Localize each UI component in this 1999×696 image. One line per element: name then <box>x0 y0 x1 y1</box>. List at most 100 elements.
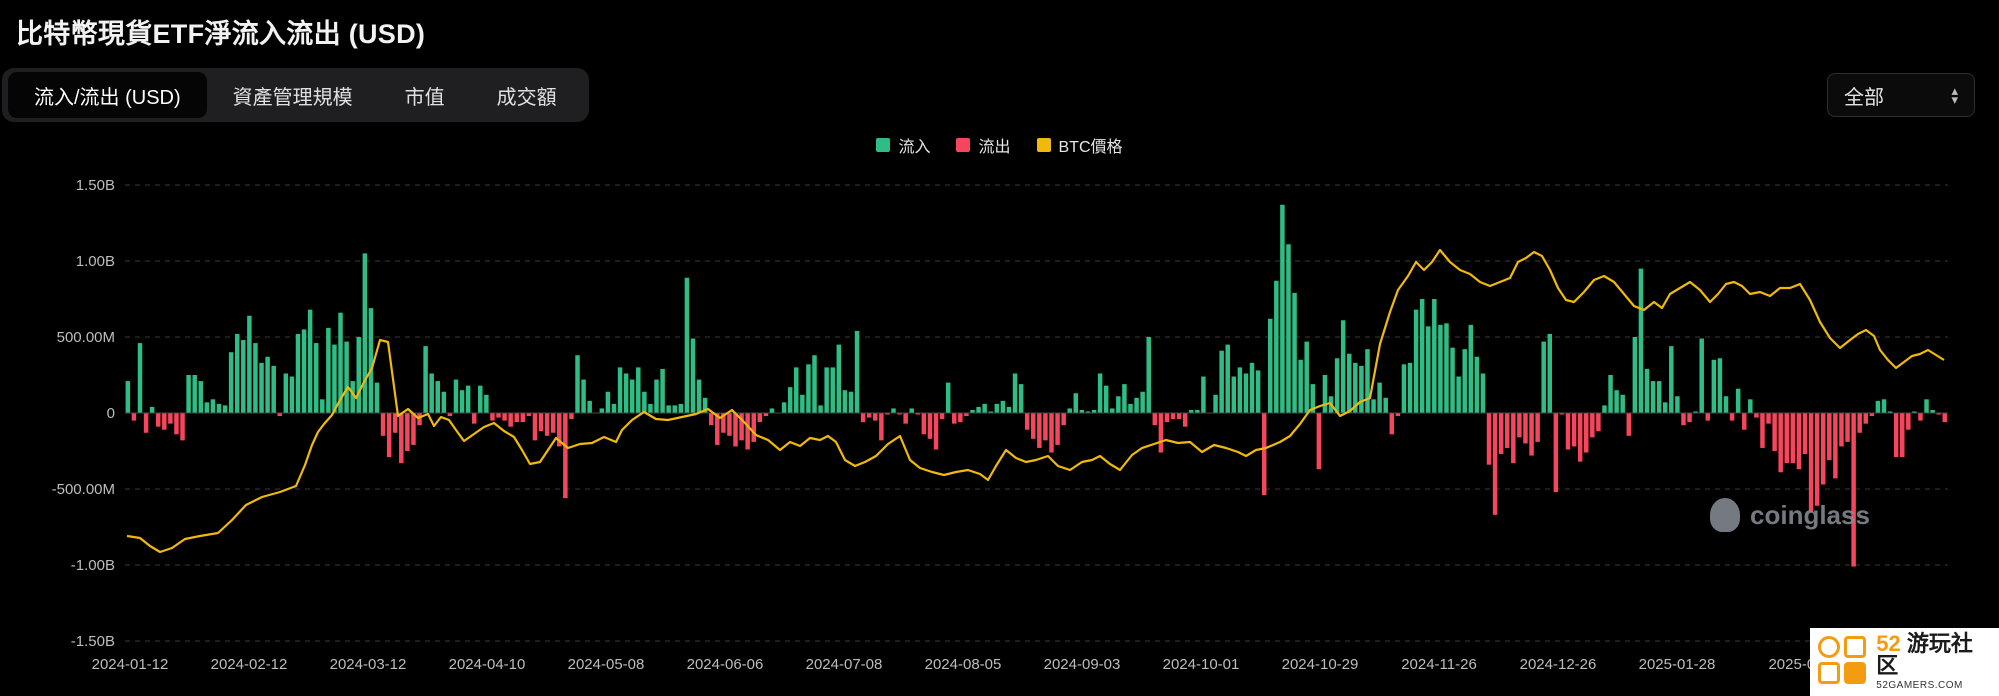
inflow-bar[interactable] <box>1286 244 1291 413</box>
outflow-bar[interactable] <box>1893 413 1899 458</box>
inflow-bar[interactable] <box>1912 411 1917 413</box>
outflow-bar[interactable] <box>1529 413 1534 456</box>
inflow-bar[interactable] <box>678 403 684 413</box>
inflow-bar[interactable] <box>204 402 210 413</box>
inflow-bar[interactable] <box>824 367 829 413</box>
outflow-bar[interactable] <box>1681 413 1686 426</box>
outflow-bar[interactable] <box>1626 413 1632 436</box>
inflow-bar[interactable] <box>1693 411 1698 413</box>
outflow-bar[interactable] <box>1851 413 1856 567</box>
outflow-bar[interactable] <box>745 413 750 450</box>
inflow-bar[interactable] <box>1195 409 1200 413</box>
inflow-bar[interactable] <box>362 253 368 413</box>
outflow-bar[interactable] <box>1857 413 1862 433</box>
inflow-bar[interactable] <box>1097 373 1103 413</box>
inflow-bar[interactable] <box>599 408 605 413</box>
outflow-bar[interactable] <box>885 413 890 415</box>
outflow-bar[interactable] <box>1808 413 1814 512</box>
inflow-bar[interactable] <box>800 394 805 413</box>
outflow-bar[interactable] <box>1827 413 1832 461</box>
outflow-bar[interactable] <box>1596 413 1601 432</box>
inflow-bar[interactable] <box>842 390 848 413</box>
inflow-bar[interactable] <box>368 308 374 413</box>
inflow-bar[interactable] <box>1881 399 1887 413</box>
outflow-bar[interactable] <box>866 413 872 418</box>
inflow-bar[interactable] <box>654 379 659 413</box>
inflow-bar[interactable] <box>1110 408 1115 413</box>
outflow-bar[interactable] <box>1942 413 1947 423</box>
inflow-bar[interactable] <box>836 344 842 413</box>
inflow-bar[interactable] <box>1371 399 1376 413</box>
outflow-bar[interactable] <box>1061 413 1066 426</box>
outflow-bar[interactable] <box>1049 413 1054 453</box>
outflow-bar[interactable] <box>471 413 477 424</box>
outflow-bar[interactable] <box>447 413 453 417</box>
outflow-bar[interactable] <box>490 413 495 421</box>
inflow-bar[interactable] <box>271 365 276 413</box>
inflow-bar[interactable] <box>909 408 914 413</box>
inflow-bar[interactable] <box>1243 373 1249 413</box>
inflow-bar[interactable] <box>1122 384 1127 413</box>
inflow-bar[interactable] <box>1413 309 1419 413</box>
outflow-bar[interactable] <box>1176 413 1182 420</box>
inflow-bar[interactable] <box>313 343 319 413</box>
inflow-bar[interactable] <box>465 385 471 413</box>
inflow-bar[interactable] <box>423 346 428 413</box>
outflow-bar[interactable] <box>1498 413 1504 455</box>
outflow-bar[interactable] <box>964 413 969 417</box>
outflow-bar[interactable] <box>1517 413 1522 438</box>
inflow-bar[interactable] <box>1334 358 1340 413</box>
outflow-bar[interactable] <box>1158 413 1164 453</box>
inflow-bar[interactable] <box>216 403 222 413</box>
outflow-bar[interactable] <box>143 413 149 433</box>
outflow-bar[interactable] <box>1863 413 1869 424</box>
inflow-bar[interactable] <box>1140 391 1145 413</box>
inflow-bar[interactable] <box>848 391 854 413</box>
outflow-bar[interactable] <box>1164 413 1170 423</box>
outflow-bar[interactable] <box>532 413 538 441</box>
inflow-bar[interactable] <box>1541 341 1546 413</box>
outflow-bar[interactable] <box>1389 413 1395 435</box>
inflow-bar[interactable] <box>575 355 580 413</box>
outflow-bar[interactable] <box>1535 413 1540 442</box>
outflow-bar[interactable] <box>757 413 763 423</box>
inflow-bar[interactable] <box>1875 400 1881 413</box>
inflow-bar[interactable] <box>435 381 440 413</box>
inflow-bar[interactable] <box>830 367 835 413</box>
outflow-bar[interactable] <box>1814 413 1820 506</box>
inflow-bar[interactable] <box>338 312 343 413</box>
inflow-bar[interactable] <box>1085 411 1091 413</box>
inflow-bar[interactable] <box>1006 406 1012 413</box>
outflow-bar[interactable] <box>1705 413 1711 421</box>
outflow-bar[interactable] <box>1571 413 1577 447</box>
outflow-bar[interactable] <box>1833 413 1838 479</box>
outflow-bar[interactable] <box>131 413 137 421</box>
outflow-bar[interactable] <box>392 413 398 433</box>
inflow-bar[interactable] <box>617 367 623 413</box>
inflow-bar[interactable] <box>210 399 216 413</box>
inflow-bar[interactable] <box>629 379 635 413</box>
outflow-bar[interactable] <box>502 413 507 421</box>
outflow-bar[interactable] <box>174 413 179 435</box>
outflow-bar[interactable] <box>1906 413 1911 430</box>
outflow-bar[interactable] <box>1772 413 1777 451</box>
inflow-bar[interactable] <box>1456 376 1461 413</box>
inflow-bar[interactable] <box>1213 394 1218 413</box>
outflow-bar[interactable] <box>739 413 744 441</box>
inflow-bar[interactable] <box>636 367 641 413</box>
inflow-bar[interactable] <box>1322 375 1328 413</box>
inflow-bar[interactable] <box>459 390 465 413</box>
inflow-bar[interactable] <box>344 341 349 413</box>
outflow-bar[interactable] <box>1820 413 1826 485</box>
inflow-bar[interactable] <box>478 385 483 413</box>
inflow-bar[interactable] <box>1237 367 1243 413</box>
inflow-bar[interactable] <box>1103 385 1109 413</box>
inflow-bar[interactable] <box>1304 341 1309 413</box>
inflow-bar[interactable] <box>1146 337 1151 413</box>
inflow-bar[interactable] <box>787 387 793 413</box>
inflow-bar[interactable] <box>945 382 951 413</box>
outflow-bar[interactable] <box>544 413 550 436</box>
inflow-bar[interactable] <box>1231 376 1237 413</box>
outflow-bar[interactable] <box>1766 413 1771 424</box>
